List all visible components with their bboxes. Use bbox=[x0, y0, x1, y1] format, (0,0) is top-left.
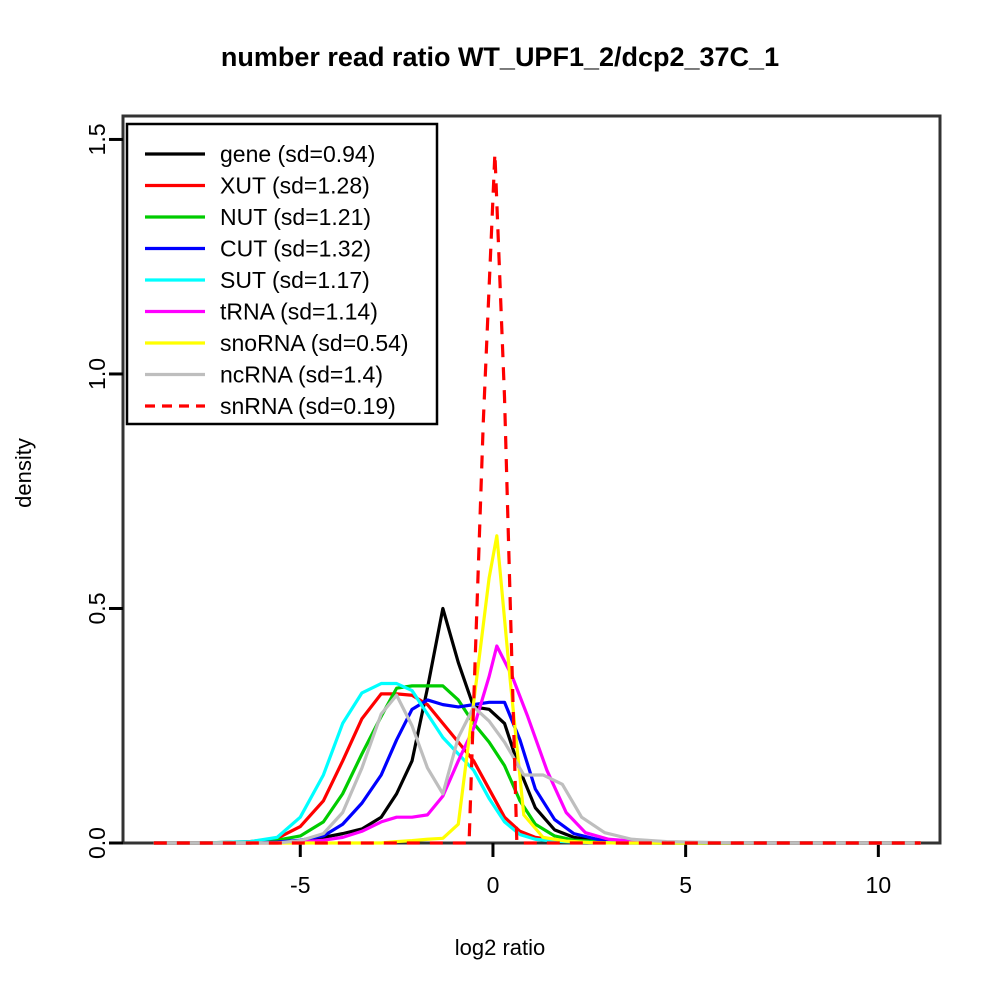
series-line-cut bbox=[153, 698, 921, 845]
legend-label-snrna: snRNA (sd=0.19) bbox=[220, 393, 396, 419]
legend-label-snorna: snoRNA (sd=0.54) bbox=[220, 330, 409, 356]
y-tick-label: 0.0 bbox=[84, 827, 110, 859]
legend-label-cut: CUT (sd=1.32) bbox=[220, 236, 371, 262]
series-line-xut bbox=[153, 692, 921, 845]
legend-label-ncrna: ncRNA (sd=1.4) bbox=[220, 362, 383, 388]
x-tick-label: 10 bbox=[866, 872, 892, 898]
legend-label-gene: gene (sd=0.94) bbox=[220, 141, 375, 167]
series-line-snorna bbox=[153, 534, 921, 845]
x-tick-label: -5 bbox=[290, 872, 310, 898]
y-tick-label: 0.5 bbox=[84, 592, 110, 624]
series-line-snrna bbox=[153, 151, 921, 845]
series-line-nut bbox=[153, 684, 921, 845]
page-title: number read ratio WT_UPF1_2/dcp2_37C_1 bbox=[220, 42, 780, 72]
y-tick-label: 1.5 bbox=[84, 123, 110, 155]
series-line-trna bbox=[153, 644, 921, 845]
x-tick-label: 5 bbox=[679, 872, 692, 898]
series-line-sut bbox=[153, 681, 921, 845]
series-line-gene bbox=[153, 606, 921, 845]
legend-box: gene (sd=0.94) XUT (sd=1.28) NUT (sd=1.21)… bbox=[125, 122, 439, 426]
series-layer bbox=[153, 151, 921, 845]
legend-label-sut: SUT (sd=1.17) bbox=[220, 267, 370, 293]
x-axis-label: log2 ratio bbox=[454, 935, 546, 960]
series-line-ncrna bbox=[153, 693, 921, 845]
legend-label-xut: XUT (sd=1.28) bbox=[220, 173, 370, 199]
y-tick-label: 1.0 bbox=[84, 358, 110, 390]
legend-label-nut: NUT (sd=1.21) bbox=[220, 204, 371, 230]
x-tick-label: 0 bbox=[487, 872, 500, 898]
legend-label-trna: tRNA (sd=1.14) bbox=[220, 299, 378, 325]
y-axis-label: density bbox=[11, 438, 36, 508]
